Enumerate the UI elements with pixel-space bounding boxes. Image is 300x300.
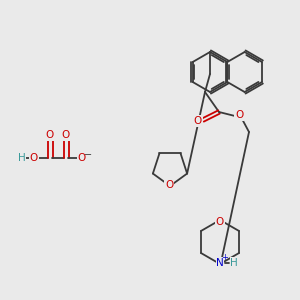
Text: H: H — [230, 258, 238, 268]
Text: O: O — [216, 217, 224, 227]
Text: O: O — [194, 116, 202, 126]
Text: O: O — [46, 130, 54, 140]
Text: O: O — [235, 110, 243, 120]
Text: −: − — [84, 150, 92, 160]
Text: +: + — [222, 254, 228, 262]
Text: H: H — [18, 153, 26, 163]
Text: O: O — [165, 180, 173, 190]
Text: O: O — [62, 130, 70, 140]
Text: O: O — [30, 153, 38, 163]
Text: N: N — [216, 258, 224, 268]
Text: O: O — [78, 153, 86, 163]
